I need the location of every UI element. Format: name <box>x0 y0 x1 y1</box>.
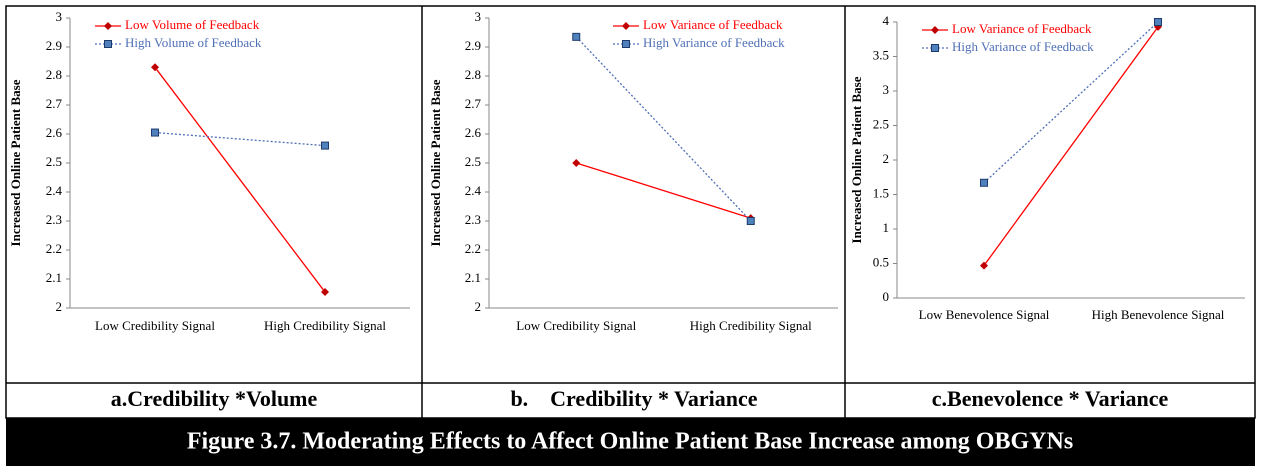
panel-caption: c.Benevolence * Variance <box>932 386 1169 411</box>
y-tick-label: 2.8 <box>465 67 481 82</box>
y-tick-label: 2.5 <box>873 116 889 131</box>
y-tick-label: 3 <box>56 9 63 24</box>
y-tick-label: 2.6 <box>465 125 482 140</box>
legend-marker <box>104 40 112 48</box>
series-line <box>154 66 326 293</box>
series-line <box>983 21 1159 184</box>
point <box>980 178 988 187</box>
y-axis-label: Increased Online Patient Base <box>849 76 864 243</box>
y-tick-label: 0.5 <box>873 254 889 269</box>
y-tick-label: 2.7 <box>465 96 482 111</box>
y-tick-label: 2.9 <box>46 38 62 53</box>
series-line <box>576 162 751 219</box>
y-axis-label: Increased Online Patient Base <box>8 79 23 246</box>
y-tick-label: 2.4 <box>465 183 482 198</box>
y-tick-label: 2.2 <box>46 241 62 256</box>
legend-label: Low Variance of Feedback <box>643 17 783 32</box>
legend-label: Low Variance of Feedback <box>952 21 1092 36</box>
y-tick-label: 3 <box>475 9 482 24</box>
x-tick-label: High Credibility Signal <box>690 318 812 333</box>
legend-label: High Variance of Feedback <box>643 35 785 50</box>
y-tick-label: 2.5 <box>465 154 481 169</box>
y-tick-label: 1 <box>883 220 890 235</box>
point <box>980 261 988 270</box>
x-tick-label: Low Credibility Signal <box>516 318 636 333</box>
legend-label: Low Volume of Feedback <box>125 17 260 32</box>
legend-marker <box>931 26 939 34</box>
y-tick-label: 2 <box>56 299 63 314</box>
series-line <box>154 131 326 147</box>
y-tick-label: 3 <box>883 82 890 97</box>
y-tick-label: 2.9 <box>465 38 481 53</box>
y-tick-label: 2.8 <box>46 67 62 82</box>
panel-caption: b. Credibility * Variance <box>510 386 757 411</box>
y-tick-label: 2.3 <box>46 212 62 227</box>
y-tick-label: 2.4 <box>46 183 63 198</box>
y-tick-label: 2 <box>475 299 482 314</box>
series-line <box>983 26 1159 266</box>
legend-label: High Variance of Feedback <box>952 39 1094 54</box>
x-tick-label: High Credibility Signal <box>264 318 386 333</box>
frame <box>5 5 1256 419</box>
point <box>321 288 329 297</box>
figure-title: Figure 3.7. Moderating Effects to Affect… <box>187 429 1073 455</box>
y-tick-label: 2.2 <box>465 241 481 256</box>
point <box>1154 18 1162 26</box>
legend-marker <box>622 22 630 30</box>
y-axis-label: Increased Online Patient Base <box>428 79 443 246</box>
y-tick-label: 2.1 <box>46 270 62 285</box>
legend-marker <box>622 40 630 48</box>
y-tick-label: 2.1 <box>465 270 481 285</box>
y-tick-label: 2.7 <box>46 96 63 111</box>
point <box>572 32 581 41</box>
legend-label: High Volume of Feedback <box>125 35 262 50</box>
y-tick-label: 2.6 <box>46 125 63 140</box>
y-tick-label: 2.3 <box>465 212 481 227</box>
y-tick-label: 2.5 <box>46 154 62 169</box>
y-tick-label: 4 <box>883 13 890 28</box>
title-banner <box>6 418 1255 466</box>
panel-caption: a.Credibility *Volume <box>111 386 318 411</box>
y-tick-label: 2 <box>883 151 890 166</box>
point <box>746 217 755 225</box>
y-tick-label: 3.5 <box>873 47 889 62</box>
point <box>151 63 159 72</box>
point <box>321 141 329 150</box>
y-tick-label: 0 <box>883 289 890 304</box>
x-tick-label: Low Credibility Signal <box>95 318 215 333</box>
point <box>572 159 581 167</box>
x-tick-label: Low Benevolence Signal <box>919 307 1050 322</box>
series-line <box>575 36 752 222</box>
legend-marker <box>931 44 939 52</box>
y-tick-label: 1.5 <box>873 185 889 200</box>
x-tick-label: High Benevolence Signal <box>1092 307 1225 322</box>
point <box>151 128 159 137</box>
legend-marker <box>104 22 112 30</box>
